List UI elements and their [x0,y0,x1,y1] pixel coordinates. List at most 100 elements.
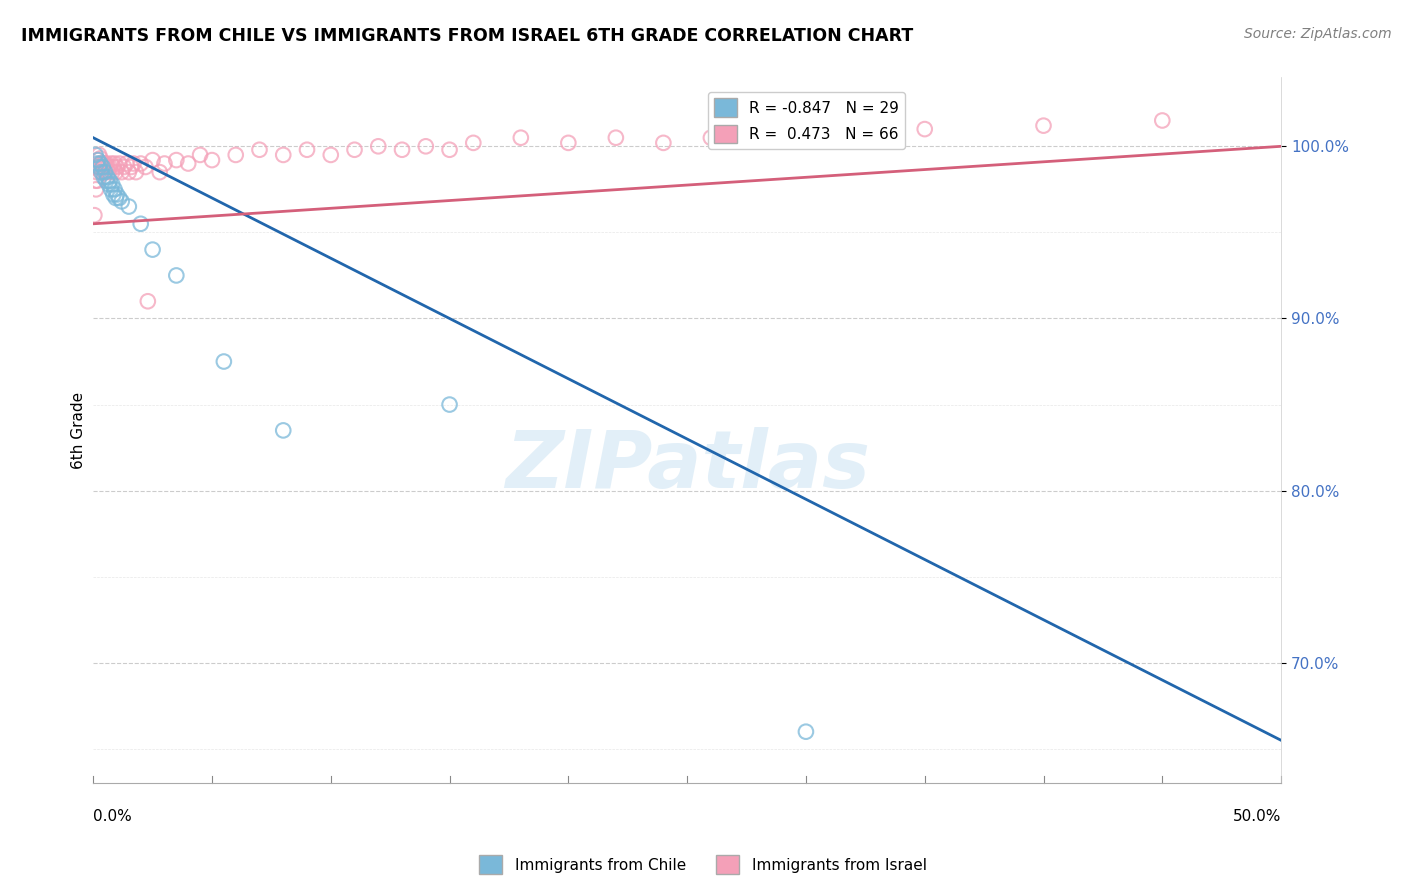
Point [89,152,111,166]
Point [91,160,114,174]
Point [86,174,108,188]
Point [115,156,138,170]
Point [225,148,247,162]
Point [212,354,235,368]
Point [90,156,112,170]
Point [367,139,389,153]
Point [84,148,107,162]
Point [129,217,152,231]
Point [108,156,131,170]
Point [188,148,211,162]
Point [89,156,111,170]
Text: 50.0%: 50.0% [1233,809,1281,824]
Point [125,165,148,179]
Point [93,170,115,185]
Point [94,165,117,179]
Point [652,136,675,150]
Point [111,165,134,179]
Text: IMMIGRANTS FROM CHILE VS IMMIGRANTS FROM ISRAEL 6TH GRADE CORRELATION CHART: IMMIGRANTS FROM CHILE VS IMMIGRANTS FROM… [21,27,914,45]
Point [177,156,200,170]
Point [89,156,111,170]
Point [111,194,134,209]
Point [83,208,105,222]
Point [463,136,485,150]
Point [103,156,125,170]
Point [96,170,118,185]
Point [794,126,817,140]
Point [97,177,120,191]
Point [700,130,723,145]
Point [96,160,118,174]
Point [1152,113,1174,128]
Point [122,156,145,170]
Point [134,160,156,174]
Point [914,122,936,136]
Point [149,165,172,179]
Point [93,156,115,170]
Point [98,160,121,174]
Point [104,165,127,179]
Point [319,148,342,162]
Point [249,143,271,157]
Point [295,143,318,157]
Point [165,153,187,167]
Point [89,160,111,174]
Point [118,200,141,214]
Point [87,153,110,167]
Point [153,156,176,170]
Point [439,398,461,412]
Point [439,143,461,157]
Point [86,165,108,179]
Point [89,148,111,162]
Point [87,153,110,167]
Point [118,165,141,179]
Point [142,243,165,257]
Point [557,136,579,150]
Point [97,165,120,179]
Point [201,153,224,167]
Point [142,153,165,167]
Point [271,148,294,162]
Point [98,174,121,188]
Point [271,424,294,438]
Point [112,160,135,174]
Point [96,156,118,170]
Point [101,177,124,191]
Point [391,143,413,157]
Point [90,165,112,179]
Legend: Immigrants from Chile, Immigrants from Israel: Immigrants from Chile, Immigrants from I… [474,849,932,880]
Text: ZIPatlas: ZIPatlas [505,426,870,505]
Point [84,174,107,188]
Point [136,294,159,309]
Point [108,191,131,205]
Point [165,268,187,283]
Point [90,165,112,179]
Point [794,724,817,739]
Text: Source: ZipAtlas.com: Source: ZipAtlas.com [1244,27,1392,41]
Point [91,160,114,174]
Point [415,139,437,153]
Text: 0.0%: 0.0% [93,809,132,824]
Point [103,182,125,196]
Point [84,182,107,196]
Point [96,174,118,188]
Y-axis label: 6th Grade: 6th Grade [72,392,86,469]
Point [343,143,366,157]
Point [120,160,142,174]
Point [94,165,117,179]
Point [605,130,627,145]
Point [103,187,125,202]
Point [104,191,127,205]
Point [100,156,122,170]
Point [93,160,115,174]
Point [129,156,152,170]
Point [91,165,114,179]
Point [1032,119,1054,133]
Point [100,182,122,196]
Point [103,160,125,174]
Point [101,165,124,179]
Point [91,156,114,170]
Point [105,187,128,202]
Point [105,160,128,174]
Point [87,160,110,174]
